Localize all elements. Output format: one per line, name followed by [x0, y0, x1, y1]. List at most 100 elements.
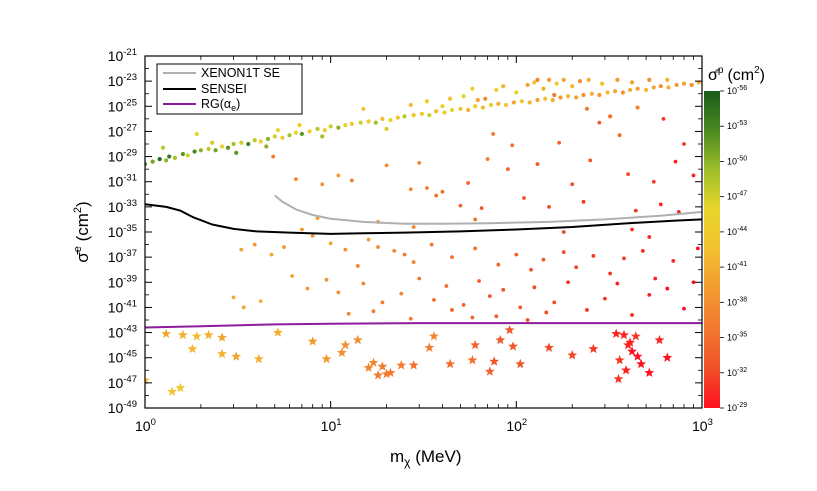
star-point: [373, 370, 383, 380]
colorbar-label: 10-50: [727, 155, 747, 166]
legend-label-rg: RG(αe): [201, 97, 240, 113]
band-point: [384, 126, 389, 132]
star-point: [470, 339, 481, 350]
star-point: [337, 347, 347, 357]
band-point: [608, 114, 613, 119]
scatter-point: [682, 306, 686, 311]
star-point: [408, 360, 419, 370]
band-point: [440, 104, 445, 109]
scatter-point: [450, 255, 454, 260]
band-point: [210, 140, 215, 145]
star-point: [621, 365, 631, 375]
x-tick-label: 100: [135, 417, 156, 434]
band-point: [275, 128, 281, 133]
colorbar-label: 10-41: [727, 261, 747, 272]
scatter-point: [630, 313, 634, 317]
band-point: [180, 151, 185, 157]
band-point: [336, 125, 341, 130]
scatter-point: [239, 247, 244, 252]
star-point: [187, 343, 198, 354]
colorbar-ticks: 10-56 10-53 10-50 10-47 10-44 10-41 10-38 10-35…: [720, 85, 747, 413]
scatter-point: [570, 182, 575, 187]
band-point: [449, 107, 455, 113]
band-point: [264, 144, 269, 149]
scatter-point: [399, 291, 404, 296]
colorbar-label: 10-38: [727, 296, 747, 307]
scatter-point: [300, 227, 304, 232]
band-point: [366, 119, 371, 124]
scatter-point: [518, 305, 523, 310]
star-point: [363, 362, 374, 372]
star-point: [396, 360, 407, 370]
band-point: [150, 159, 155, 164]
colorbar-label: 10-35: [727, 332, 747, 343]
band-point: [419, 111, 424, 116]
band-point: [552, 92, 557, 98]
scatter-point: [541, 257, 546, 262]
scatter-point: [417, 276, 422, 281]
scatter-point: [682, 142, 686, 146]
band-point: [373, 120, 378, 125]
star-point: [167, 386, 178, 396]
band-point: [600, 81, 605, 86]
colorbar-gradient: [704, 91, 720, 408]
band-point: [185, 153, 190, 158]
scatter-point: [532, 285, 537, 290]
band-point: [615, 77, 620, 82]
star-point: [253, 353, 264, 364]
scatter-point: [665, 286, 670, 291]
scatter-point: [658, 202, 663, 207]
scatter-point: [466, 181, 471, 185]
curve-xenon1t-se: [274, 194, 702, 225]
star-point: [385, 367, 396, 377]
y-tick-label: 10-35: [108, 223, 137, 240]
band-point: [461, 94, 466, 99]
scatter-point: [633, 208, 638, 213]
scatter-point: [501, 287, 506, 292]
star-point: [217, 348, 227, 359]
band-point: [635, 86, 640, 91]
scatter-point: [671, 259, 676, 263]
band-point: [541, 86, 546, 91]
scatter-point: [444, 284, 449, 288]
star-point: [627, 346, 637, 356]
x-tick-label: 101: [321, 417, 342, 434]
scatter-point: [361, 281, 366, 286]
band-point: [620, 90, 626, 95]
scatter-point: [630, 227, 634, 232]
band-point: [535, 77, 540, 82]
scatter-point: [290, 274, 295, 278]
scatter-point: [691, 173, 696, 178]
band-point: [194, 131, 199, 137]
star-point: [625, 337, 636, 347]
scatter-point: [552, 300, 557, 305]
scatter-point: [461, 303, 466, 307]
scatter-point: [429, 242, 434, 247]
colorbar-label: 10-53: [727, 120, 747, 131]
scatter-points: [231, 116, 700, 322]
scatter-point: [440, 189, 445, 194]
scatter-point: [640, 248, 645, 253]
scatter-point: [269, 252, 274, 257]
scatter-point: [617, 133, 622, 138]
band-point: [494, 87, 499, 93]
band-point: [299, 131, 305, 137]
scatter-point: [411, 260, 416, 265]
scatter-point: [626, 172, 631, 177]
band-point: [689, 82, 694, 88]
band-point: [577, 79, 583, 84]
scatter-point: [695, 246, 700, 251]
scatter-point: [417, 160, 422, 165]
band-point: [644, 87, 649, 93]
band-point: [665, 77, 670, 82]
band-point: [307, 129, 312, 134]
scatter-point: [585, 308, 589, 312]
star-point: [191, 331, 202, 341]
scatter-point: [320, 182, 325, 187]
band-point: [272, 134, 277, 139]
scatter-point: [408, 187, 413, 192]
colorbar-label: 10-32: [727, 367, 747, 378]
x-tick-label: 102: [506, 417, 527, 434]
scatter-point: [477, 279, 481, 283]
